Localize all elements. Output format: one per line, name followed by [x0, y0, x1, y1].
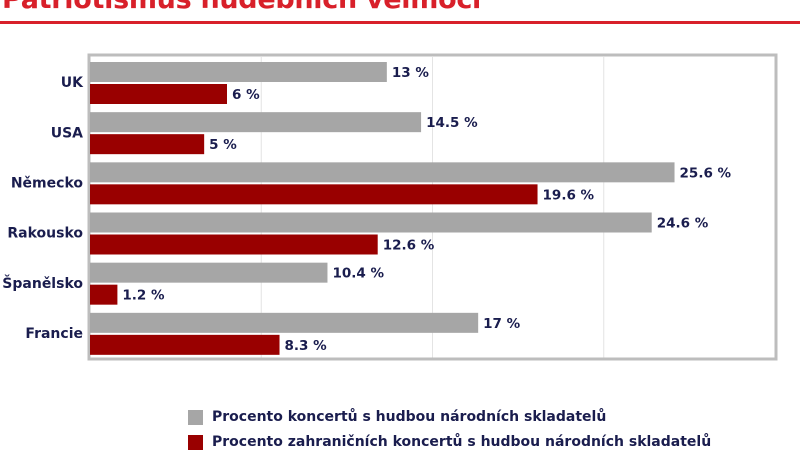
category-label: Francie [25, 326, 83, 342]
data-label: 19.6 % [543, 187, 595, 203]
bar [90, 334, 280, 355]
bar [90, 112, 422, 133]
data-label: 25.6 % [680, 165, 732, 181]
data-label: 8.3 % [285, 338, 328, 354]
data-label: 5 % [209, 137, 237, 153]
bar [90, 312, 479, 333]
plot-border [87, 53, 778, 361]
category-label: Německo [11, 175, 84, 191]
data-label: 10.4 % [332, 266, 384, 282]
bar [90, 184, 538, 205]
legend-label: Procento zahraničních koncertů s hudbou … [212, 434, 712, 450]
bar [90, 234, 378, 255]
bar [90, 284, 118, 305]
category-label: UK [61, 75, 84, 91]
page-title: Patriotismus hudebních velmocí [2, 0, 481, 15]
legend-item-1: Procento zahraničních koncertů s hudbou … [188, 434, 711, 450]
legend-swatch [188, 434, 203, 450]
legend-item-0: Procento koncertů s hudbou národních skl… [188, 409, 606, 425]
data-label: 14.5 % [426, 115, 478, 131]
title-divider [0, 21, 800, 24]
legend-swatch [188, 409, 203, 425]
data-label: 13 % [392, 65, 429, 81]
category-label: Rakousko [7, 226, 83, 242]
legend-label: Procento koncertů s hudbou národních skl… [212, 409, 607, 425]
bar [90, 162, 675, 183]
bar [90, 212, 652, 233]
data-label: 6 % [232, 87, 260, 103]
bar [90, 134, 205, 155]
bar [90, 84, 227, 104]
data-label: 17 % [483, 316, 520, 332]
category-label: Španělsko [2, 274, 83, 292]
bar [90, 62, 387, 82]
data-label: 12.6 % [383, 238, 435, 254]
category-label: USA [51, 125, 83, 141]
bar [90, 262, 328, 283]
data-label: 1.2 % [122, 288, 165, 304]
data-label: 24.6 % [657, 216, 709, 232]
